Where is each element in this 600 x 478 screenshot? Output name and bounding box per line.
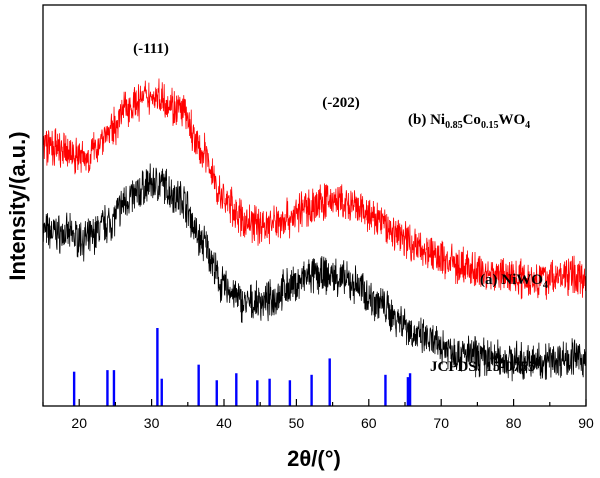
series-label-a-sub: 4 xyxy=(543,280,548,291)
x-tick-label: 30 xyxy=(144,415,160,431)
series-label-a-main: (a) NiWO xyxy=(480,272,543,288)
x-tick-label: 70 xyxy=(433,415,449,431)
plot-frame xyxy=(42,4,587,407)
x-tick-label: 90 xyxy=(578,415,594,431)
series-label-b-sub-1: 0.85 xyxy=(445,120,463,131)
x-tick-label: 60 xyxy=(361,415,377,431)
x-tick-label: 80 xyxy=(506,415,522,431)
x-axis-ticks: 20 30 40 50 60 70 80 90 xyxy=(42,399,594,431)
series-label-b-part-3: WO xyxy=(498,112,525,128)
series-line-b xyxy=(43,78,586,300)
x-axis-title: 2θ/(°) xyxy=(287,446,341,471)
series-label-b-sub-3: 4 xyxy=(525,120,530,131)
series-label-b-part-1: (b) Ni xyxy=(408,112,445,128)
x-tick-label: 50 xyxy=(289,415,305,431)
annotation-peak-202: (-202) xyxy=(322,95,360,111)
reference-label: JCPDS: 15-0755 xyxy=(430,359,535,375)
reference-stick-pattern xyxy=(72,328,412,406)
x-tick-label: 20 xyxy=(71,415,87,431)
series-label-b-sub-2: 0.15 xyxy=(481,120,499,131)
series-label-b-part-2: Co xyxy=(463,112,481,128)
annotation-peak-111: (-111) xyxy=(133,41,169,57)
series-label-b: (b) Ni0.85Co0.15WO4 xyxy=(408,112,530,131)
series-label-a: (a) NiWO4 xyxy=(480,272,548,291)
series-layer xyxy=(43,78,586,382)
x-tick-label: 40 xyxy=(216,415,232,431)
y-axis-title: Intensity/(a.u.) xyxy=(5,131,30,280)
series-line-a xyxy=(43,163,586,382)
